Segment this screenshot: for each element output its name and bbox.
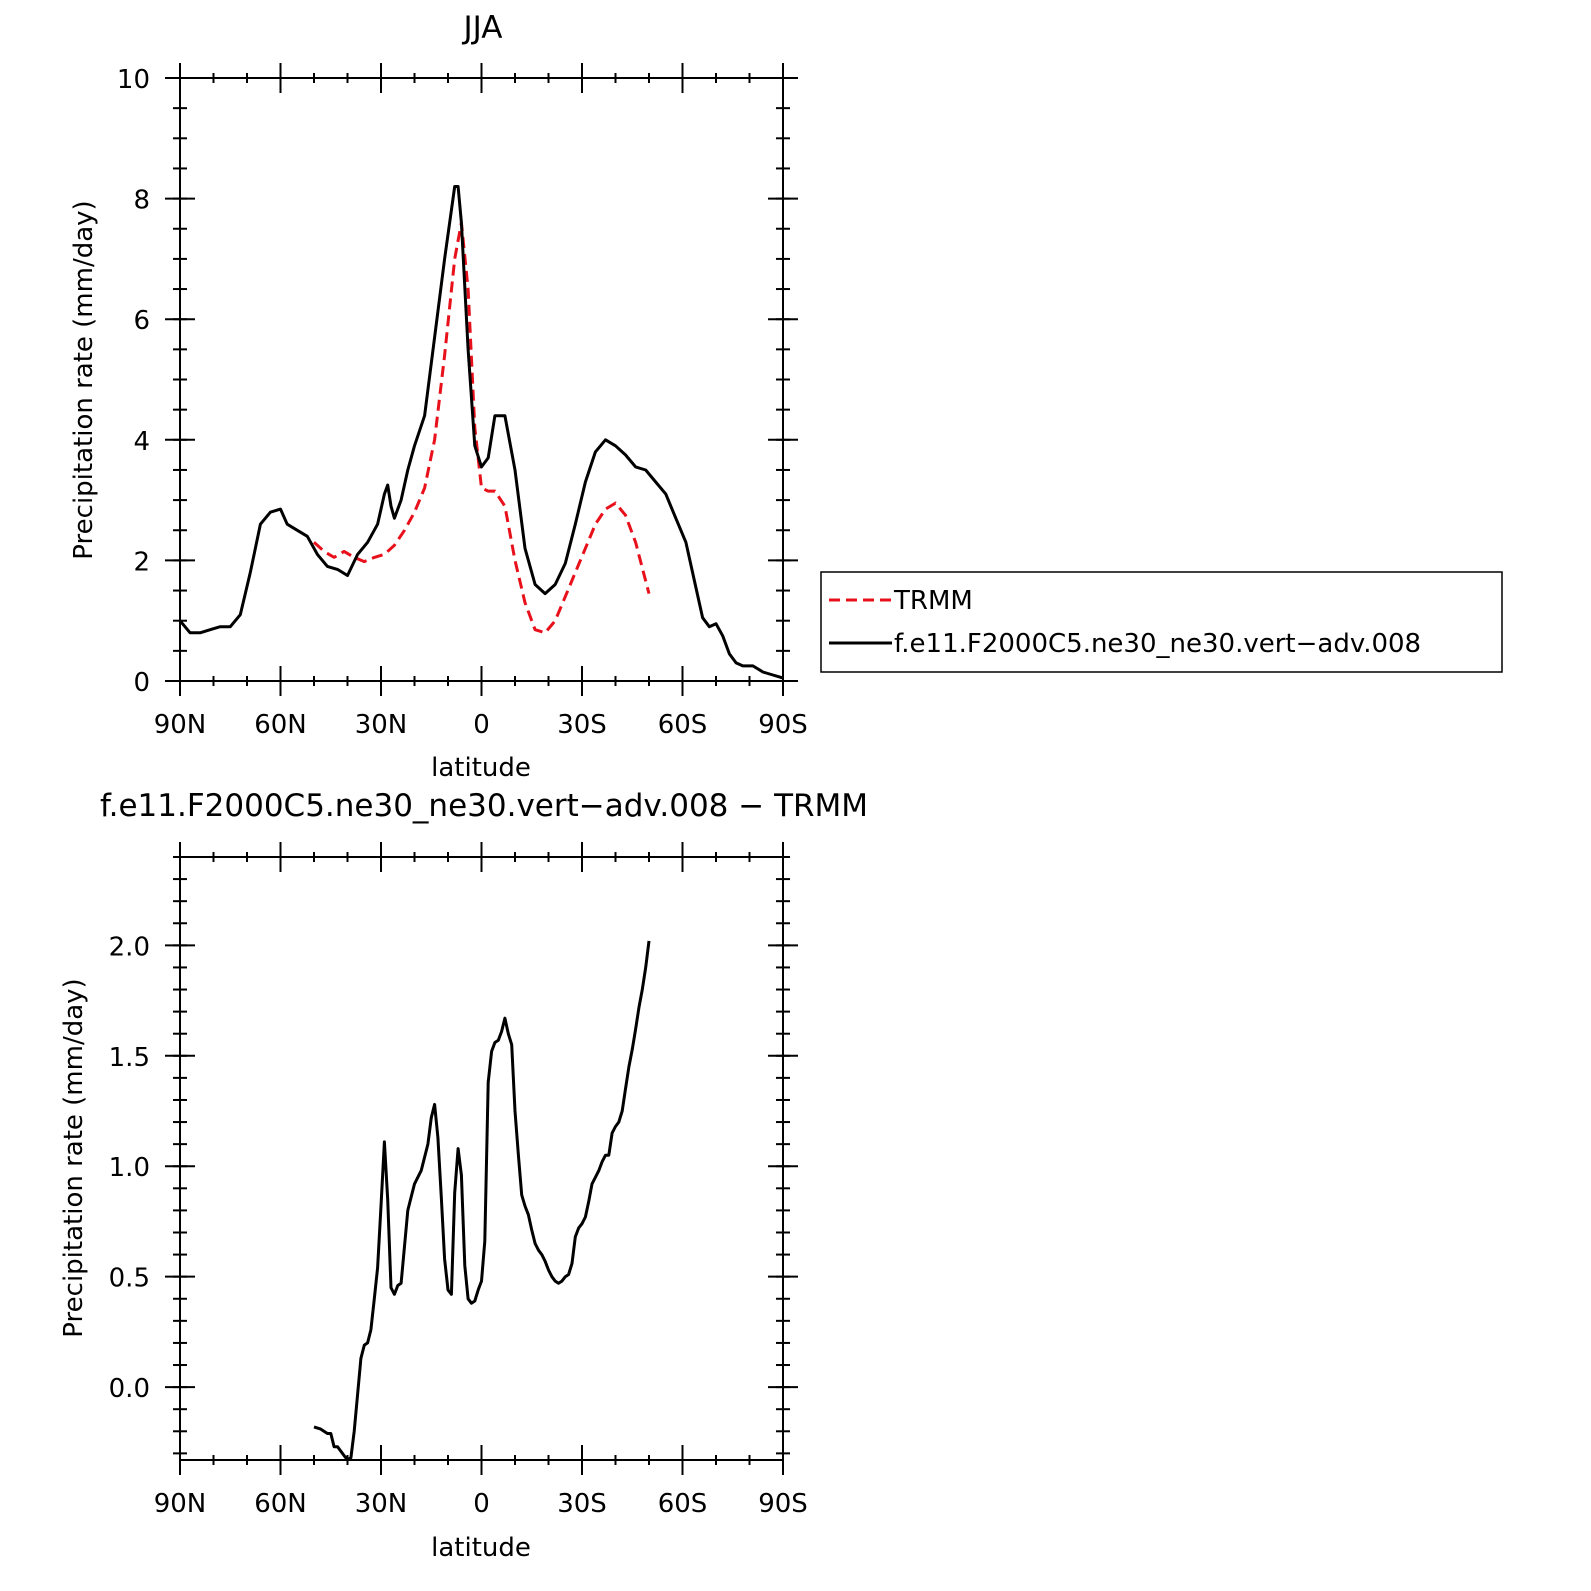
legend-box	[820, 571, 1503, 673]
top-y-tick-label: 10	[117, 65, 150, 95]
bottom-x-axis-label: latitude	[431, 1533, 531, 1563]
top-x-axis-label: latitude	[431, 753, 531, 783]
top-series-line-trmm	[312, 221, 651, 635]
top-ticks	[165, 63, 798, 696]
bottom-y-tick-label: 1.5	[109, 1043, 150, 1073]
bottom-series-line-difference	[313, 940, 651, 1462]
bottom-chart-title: f.e11.F2000C5.ne30_ne30.vert−adv.008 − T…	[100, 788, 868, 824]
top-chart-title: JJA	[462, 10, 503, 46]
bottom-x-tick-label: 30N	[355, 1489, 408, 1519]
top-x-tick-label: 90N	[154, 710, 207, 740]
bottom-x-tick-label: 30S	[557, 1489, 607, 1519]
top-y-tick-label: 6	[133, 306, 150, 336]
top-tick-labels: 90N 60N 30N 0 30S 60S 90S 0 2 4 6 8 10	[117, 65, 808, 740]
bottom-x-tick-label: 60S	[658, 1489, 708, 1519]
top-y-tick-label: 8	[133, 186, 150, 216]
top-x-tick-label: 90S	[758, 710, 808, 740]
bottom-x-tick-label: 90S	[758, 1489, 808, 1519]
bottom-y-tick-label: 0.0	[109, 1374, 150, 1404]
top-y-axis-label: Precipitation rate (mm/day)	[69, 200, 99, 559]
top-y-tick-label: 0	[133, 668, 150, 698]
top-series-line-model	[178, 185, 784, 680]
bottom-panel: f.e11.F2000C5.ne30_ne30.vert−adv.008 − T…	[59, 788, 868, 1563]
bottom-y-tick-label: 0.5	[109, 1264, 150, 1294]
top-plot-frame	[179, 77, 784, 682]
bottom-ticks	[165, 842, 798, 1475]
bottom-plot-frame	[179, 856, 784, 1461]
top-x-tick-label: 60N	[254, 710, 307, 740]
bottom-series-group	[313, 940, 651, 1462]
legend-label-model: f.e11.F2000C5.ne30_ne30.vert−adv.008	[894, 629, 1421, 659]
bottom-y-tick-label: 2.0	[109, 932, 150, 962]
bottom-y-tick-label: 1.0	[109, 1153, 150, 1183]
top-x-tick-label: 30S	[557, 710, 607, 740]
top-x-tick-label: 30N	[355, 710, 408, 740]
top-x-tick-label: 60S	[658, 710, 708, 740]
bottom-x-tick-label: 90N	[154, 1489, 207, 1519]
bottom-tick-labels: 90N 60N 30N 0 30S 60S 90S 0.0 0.5 1.0 1.5 2.0	[109, 932, 808, 1519]
top-x-tick-label: 0	[473, 710, 490, 740]
legend: TRMM f.e11.F2000C5.ne30_ne30.vert−adv.00…	[820, 571, 1503, 673]
top-y-tick-label: 2	[133, 547, 150, 577]
bottom-x-tick-label: 0	[473, 1489, 490, 1519]
top-y-tick-label: 4	[133, 427, 150, 457]
bottom-x-tick-label: 60N	[254, 1489, 307, 1519]
bottom-y-axis-label: Precipitation rate (mm/day)	[59, 978, 89, 1337]
legend-label-trmm: TRMM	[893, 586, 973, 616]
top-series-group	[178, 185, 784, 680]
